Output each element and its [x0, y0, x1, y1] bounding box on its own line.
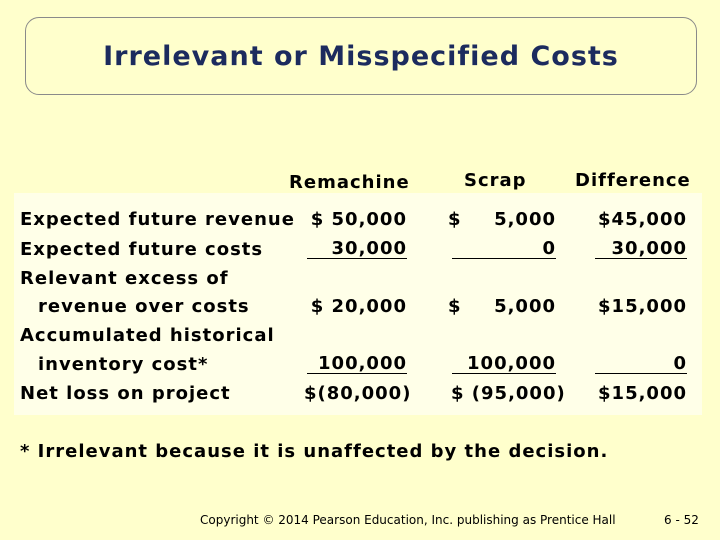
- row-label: revenue over costs: [38, 296, 250, 317]
- amount: 5,000: [494, 296, 556, 317]
- cell: 30,000: [307, 239, 407, 259]
- row-label: Expected future revenue: [20, 209, 295, 230]
- cell: $(80,000): [304, 383, 412, 404]
- cell: $ (95,000): [451, 383, 566, 404]
- column-header: Difference: [575, 170, 691, 191]
- cell: 0: [595, 354, 687, 374]
- cell: 100,000: [307, 354, 407, 374]
- table-background: [14, 193, 702, 415]
- cell: 30,000: [595, 239, 687, 259]
- cell: $5,000: [448, 209, 556, 231]
- row-label: Net loss on project: [20, 383, 231, 404]
- cell: $5,000: [448, 296, 556, 318]
- amount: 5,000: [494, 209, 556, 230]
- column-header: Remachine: [289, 172, 410, 193]
- column-header: Scrap: [464, 170, 527, 191]
- cell: $ 50,000: [310, 209, 407, 230]
- currency-sign: $: [448, 296, 462, 317]
- title-box: Irrelevant or Misspecified Costs: [25, 17, 697, 95]
- row-label: Relevant excess of: [20, 268, 229, 289]
- cell: $15,000: [598, 383, 687, 404]
- cell: $ 20,000: [310, 296, 407, 317]
- copyright: Copyright © 2014 Pearson Education, Inc.…: [200, 513, 616, 527]
- row-label: Expected future costs: [20, 239, 264, 260]
- cell: $15,000: [598, 296, 687, 317]
- cell: $45,000: [598, 209, 687, 230]
- row-label: Accumulated historical: [20, 325, 275, 346]
- row-label: inventory cost*: [38, 354, 209, 375]
- cell: 0: [452, 239, 556, 259]
- cell: 100,000: [452, 354, 556, 374]
- page-number: 6 - 52: [664, 513, 699, 527]
- currency-sign: $: [448, 209, 462, 230]
- slide-title: Irrelevant or Misspecified Costs: [103, 40, 619, 72]
- footnote: * Irrelevant because it is unaffected by…: [20, 441, 609, 462]
